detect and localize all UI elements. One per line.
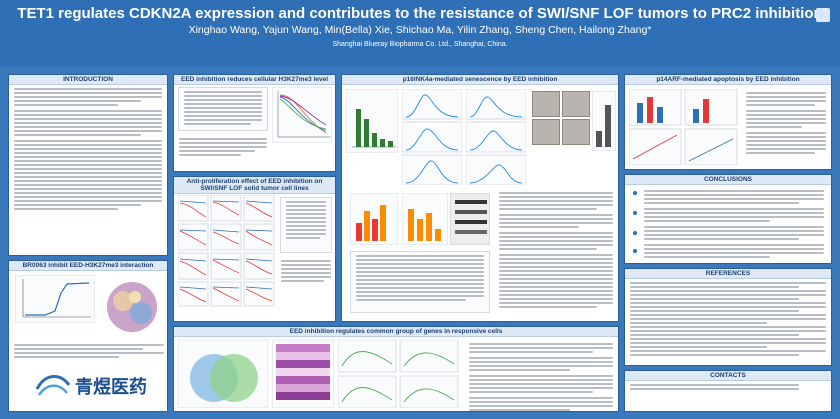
references-title: REFERENCES	[625, 269, 831, 279]
gene-heatmap	[272, 340, 334, 408]
corner-logo-icon	[816, 8, 830, 22]
flow-histograms-left	[402, 89, 462, 185]
common-genes-panel: EED inhibition regulates common group of…	[173, 326, 619, 412]
introduction-text	[9, 85, 167, 215]
conclusions-title: CONCLUSIONS	[625, 175, 831, 185]
antiproliferation-panel: Anti-proliferation effect of EED inhibit…	[173, 176, 336, 322]
br0063-binding-curve	[15, 275, 95, 323]
flow-histograms-right	[466, 89, 526, 185]
company-logo	[35, 375, 71, 396]
eed-inhibition-title: EED inhibition reduces cellular H3K27me3…	[174, 75, 335, 85]
introduction-title: INTRODUCTION	[9, 75, 167, 85]
senescence-quant-bars	[592, 91, 616, 151]
br0063-panel: BR0063 inhibit EED-H3K27me3 interaction …	[8, 260, 168, 412]
eed-inhibition-panel: EED inhibition reduces cellular H3K27me3…	[173, 74, 336, 172]
br0063-title: BR0063 inhibit EED-H3K27me3 interaction	[9, 261, 167, 271]
gsea-plots	[338, 340, 459, 408]
eed-data-table	[178, 87, 268, 131]
eed-dose-response-chart	[272, 87, 332, 143]
antiproliferation-title: Anti-proliferation effect of EED inhibit…	[174, 177, 335, 194]
contacts-text	[625, 381, 831, 395]
references-panel: REFERENCES	[624, 268, 832, 366]
apoptosis-charts	[629, 89, 738, 165]
company-logo-text: 青煜医药	[75, 377, 147, 398]
senescence-extra-bars	[402, 193, 448, 245]
western-blot-image	[450, 193, 490, 245]
protein-structure-image	[107, 282, 157, 332]
poster-affiliation: Shanghai Blueray Biopharma Co. Ltd., Sha…	[332, 41, 508, 48]
common-genes-title: EED inhibition regulates common group of…	[174, 327, 618, 337]
senescence-bottom-table	[350, 251, 490, 313]
poster-authors: Xinghao Wang, Yajun Wang, Min(Bella) Xie…	[188, 24, 652, 36]
senescence-panel: p16INK4a-mediated senescence by EED inhi…	[341, 74, 619, 322]
poster-body: INTRODUCTION BR0063 inhibit EED-H3K27me3…	[0, 66, 840, 419]
cell-cycle-bars	[350, 193, 398, 245]
poster-header: TET1 regulates CDKN2A expression and con…	[0, 0, 840, 66]
conclusions-panel: CONCLUSIONS	[624, 174, 832, 264]
venn-diagram	[178, 340, 268, 408]
poster-title: TET1 regulates CDKN2A expression and con…	[17, 5, 823, 22]
contacts-panel: CONTACTS	[624, 370, 832, 412]
antiproliferation-ic50-table	[280, 197, 332, 253]
contacts-title: CONTACTS	[625, 371, 831, 381]
apoptosis-panel: p14ARF-mediated apoptosis by EED inhibit…	[624, 74, 832, 170]
introduction-panel: INTRODUCTION	[8, 74, 168, 256]
apoptosis-title: p14ARF-mediated apoptosis by EED inhibit…	[625, 75, 831, 85]
senescence-title: p16INK4a-mediated senescence by EED inhi…	[342, 75, 618, 85]
proliferation-curves-grid	[178, 195, 275, 307]
senescence-bar-chart	[346, 89, 398, 153]
